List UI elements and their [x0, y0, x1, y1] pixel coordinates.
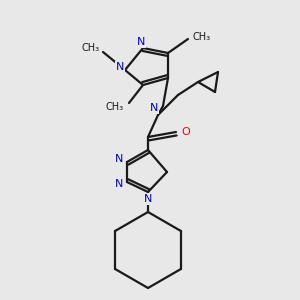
Text: CH₃: CH₃ [106, 102, 124, 112]
Text: N: N [115, 179, 123, 189]
Text: CH₃: CH₃ [82, 43, 100, 53]
Text: O: O [182, 127, 190, 137]
Text: N: N [150, 103, 158, 113]
Text: N: N [144, 194, 152, 204]
Text: N: N [137, 37, 145, 47]
Text: CH₃: CH₃ [193, 32, 211, 42]
Text: N: N [116, 62, 124, 72]
Text: N: N [115, 154, 123, 164]
